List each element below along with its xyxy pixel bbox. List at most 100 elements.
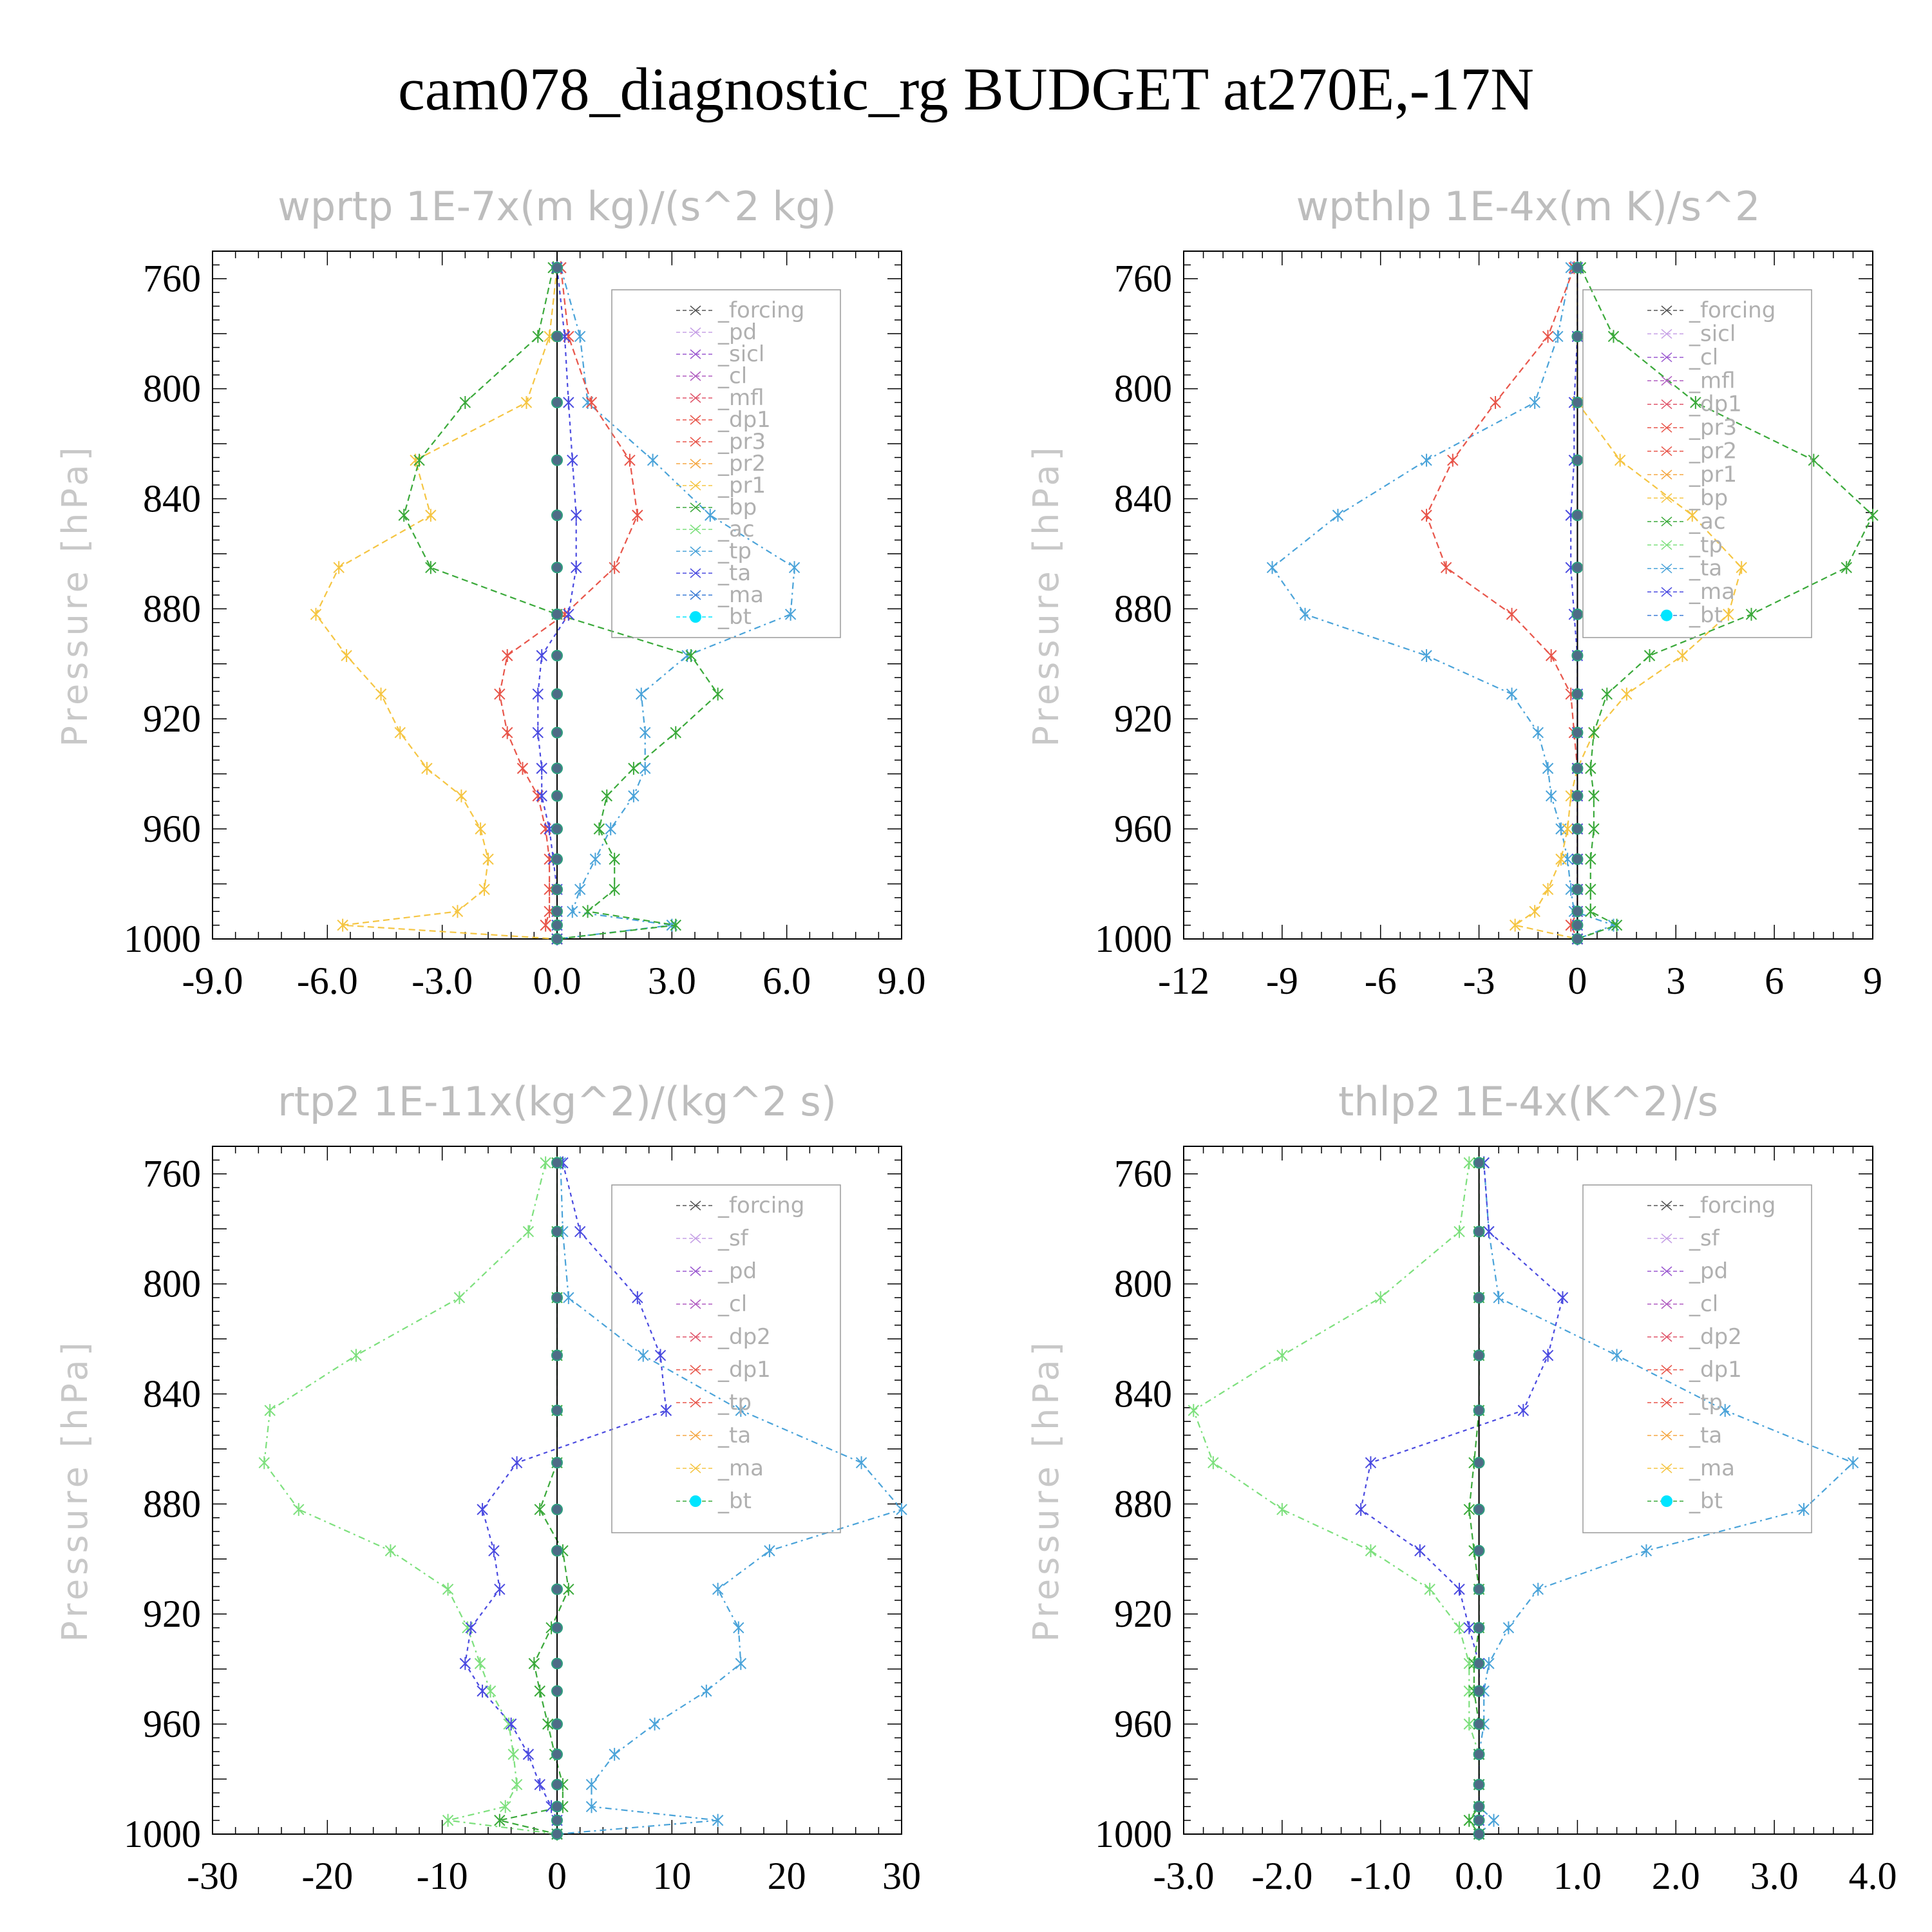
- legend-marker: [690, 1266, 701, 1276]
- data-point: [494, 687, 506, 701]
- data-point: [1365, 1544, 1377, 1557]
- series-pr3: [494, 261, 643, 945]
- data-point: [1719, 1404, 1731, 1417]
- data-point: [1611, 1349, 1623, 1362]
- data-point: [1571, 726, 1584, 739]
- data-point: [522, 1748, 535, 1761]
- data-point: [1571, 608, 1584, 620]
- data-point: [540, 1156, 551, 1170]
- data-point: [500, 1800, 511, 1814]
- data-point: [551, 1583, 563, 1595]
- data-point: [1454, 1225, 1465, 1238]
- y-tick-label: 760: [1114, 1153, 1172, 1195]
- data-point: [1463, 1621, 1475, 1634]
- y-axis-label: Pressure [hPa]: [55, 1338, 95, 1642]
- data-point: [551, 1157, 563, 1169]
- data-point: [574, 883, 586, 896]
- data-point: [551, 509, 563, 522]
- legend-label: _tp: [717, 1390, 752, 1416]
- legend-label: _dp2: [1689, 1324, 1742, 1350]
- y-tick-label: 1000: [124, 1813, 201, 1855]
- x-tick-label: 0: [547, 1855, 567, 1897]
- series-bt: [551, 261, 563, 945]
- data-point: [1454, 1621, 1465, 1634]
- data-point: [1585, 905, 1596, 918]
- legend-marker: [690, 568, 701, 578]
- data-point: [293, 1502, 305, 1516]
- data-point: [638, 1349, 649, 1362]
- data-point: [540, 918, 551, 932]
- legend-marker: [1661, 399, 1672, 410]
- data-point: [1421, 453, 1432, 467]
- legend-label: _ma: [717, 582, 764, 608]
- data-point: [601, 789, 612, 802]
- data-point: [375, 687, 387, 701]
- data-point: [647, 453, 659, 467]
- data-point: [1447, 453, 1459, 467]
- legend-marker: [690, 1299, 701, 1309]
- data-point: [494, 1814, 506, 1827]
- data-point: [1473, 1226, 1485, 1238]
- legend-marker: [690, 1233, 701, 1244]
- data-point: [551, 1503, 563, 1515]
- data-point: [516, 762, 529, 775]
- data-point: [1545, 789, 1557, 802]
- data-point: [735, 1657, 747, 1671]
- data-point: [1463, 1814, 1475, 1827]
- data-point: [896, 1502, 907, 1516]
- data-point: [258, 1456, 270, 1470]
- data-point: [1506, 607, 1518, 621]
- data-point: [551, 1544, 563, 1557]
- series-tp: [1266, 261, 1620, 945]
- data-point: [1585, 883, 1596, 896]
- data-point: [264, 1404, 276, 1417]
- data-point: [701, 1684, 712, 1698]
- legend-marker: [690, 1495, 701, 1507]
- legend-marker: [690, 1200, 701, 1211]
- legend-label: _pd: [717, 1258, 757, 1284]
- legend-marker: [1661, 609, 1672, 621]
- data-point: [1562, 822, 1573, 836]
- x-tick-label: -9: [1266, 960, 1298, 1002]
- y-tick-label: 1000: [1095, 1813, 1172, 1855]
- data-point: [551, 1349, 563, 1361]
- legend-label: _bp: [717, 495, 757, 520]
- data-point: [574, 330, 586, 343]
- chart-panel-2: wpthlp 1E-4x(m K)/s^2 Pressure [hPa] 760 80…: [1026, 183, 1882, 1002]
- chart-panel-3: rtp2 1E-11x(kg^2)/(kg^2 s) Pressure [hPa]…: [55, 1078, 921, 1897]
- legend-label: _ta: [1689, 1423, 1722, 1448]
- data-point: [1571, 396, 1584, 408]
- data-point: [1266, 561, 1278, 574]
- x-tick-label: -6: [1365, 960, 1397, 1002]
- data-point: [574, 1225, 586, 1238]
- data-point: [1601, 687, 1613, 701]
- data-point: [1676, 649, 1689, 662]
- data-point: [532, 330, 544, 343]
- data-point: [451, 905, 464, 918]
- legend-label: _forcing: [717, 1193, 804, 1218]
- data-point: [337, 918, 348, 932]
- panel-title: wpthlp 1E-4x(m K)/s^2: [1296, 183, 1761, 230]
- data-point: [1571, 790, 1584, 802]
- data-point: [571, 509, 582, 522]
- data-point: [1332, 509, 1344, 522]
- data-point: [563, 1291, 574, 1304]
- data-point: [551, 1685, 563, 1697]
- data-point: [534, 1778, 545, 1792]
- legend-marker: [690, 1463, 701, 1473]
- data-point: [1571, 905, 1584, 918]
- data-point: [536, 649, 547, 662]
- legend-marker: [690, 371, 701, 381]
- legend-marker: [1661, 446, 1672, 457]
- x-tick-label: 2.0: [1652, 1855, 1700, 1897]
- data-point: [1473, 1544, 1485, 1557]
- data-point: [551, 1405, 563, 1417]
- data-point: [453, 1291, 466, 1304]
- data-point: [536, 762, 547, 775]
- data-point: [593, 822, 605, 836]
- legend-label: _pr2: [1689, 439, 1737, 464]
- x-tick-label: -2.0: [1251, 1855, 1312, 1897]
- data-point: [455, 789, 468, 802]
- data-point: [1585, 853, 1596, 866]
- legend-label: _pd: [717, 319, 757, 345]
